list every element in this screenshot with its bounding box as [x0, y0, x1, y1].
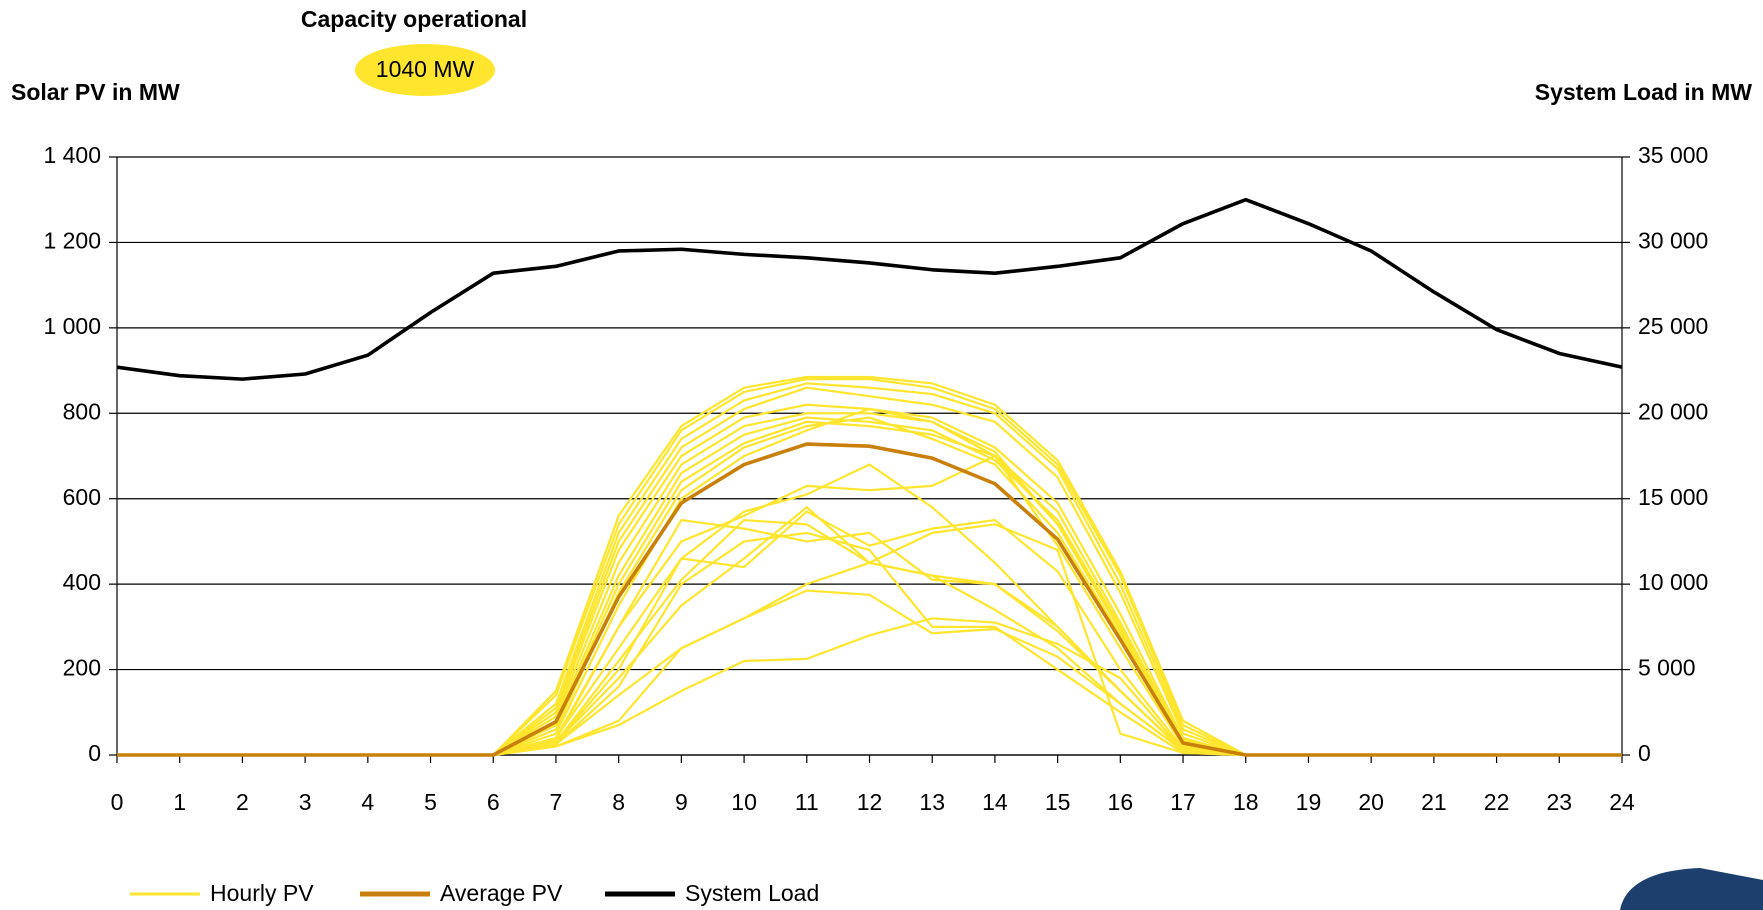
- x-tick-label: 4: [361, 789, 374, 815]
- line: [117, 375, 1622, 757]
- x-tick-label: 10: [731, 789, 757, 815]
- y2-tick-label: 35 000: [1638, 142, 1708, 168]
- x-tick-label: 2: [236, 789, 249, 815]
- line: [117, 454, 1622, 757]
- x-tick-label: 17: [1170, 789, 1196, 815]
- line: [117, 386, 1622, 757]
- line: [117, 403, 1622, 757]
- y-tick-label: 400: [63, 569, 101, 595]
- y2-tick-label: 25 000: [1638, 313, 1708, 339]
- y-tick-label: 1 200: [43, 228, 101, 254]
- line: [117, 589, 1622, 757]
- x-tick-label: 5: [424, 789, 437, 815]
- line: [117, 463, 1622, 757]
- y2-tick-label: 5 000: [1638, 655, 1696, 681]
- y-axis-title: Solar PV in MW: [11, 79, 180, 105]
- y-tick-label: 1 400: [43, 142, 101, 168]
- y-tick-label: 600: [63, 484, 101, 510]
- x-tick-label: 16: [1108, 789, 1134, 815]
- x-tick-label: 20: [1358, 789, 1384, 815]
- legend-label: System Load: [685, 880, 819, 906]
- line: [117, 617, 1622, 757]
- line: [117, 523, 1622, 757]
- line: [117, 510, 1622, 757]
- x-tick-label: 18: [1233, 789, 1259, 815]
- y2-tick-label: 15 000: [1638, 484, 1708, 510]
- x-tick-label: 15: [1045, 789, 1071, 815]
- x-tick-label: 22: [1484, 789, 1510, 815]
- x-tick-label: 7: [550, 789, 563, 815]
- y2-tick-label: 10 000: [1638, 569, 1708, 595]
- x-tick-label: 21: [1421, 789, 1447, 815]
- line: [117, 378, 1622, 757]
- x-tick-label: 11: [795, 789, 819, 815]
- y2-tick-label: 0: [1638, 740, 1651, 766]
- line: [116, 197, 1623, 381]
- line: [117, 416, 1622, 757]
- x-tick-label: 1: [173, 789, 186, 815]
- line: [117, 382, 1622, 757]
- x-tick-label: 19: [1296, 789, 1322, 815]
- line: [117, 506, 1622, 757]
- line: [117, 420, 1622, 757]
- line: [117, 531, 1622, 757]
- line: [117, 442, 1622, 757]
- line: [117, 416, 1622, 757]
- x-tick-label: 8: [612, 789, 625, 815]
- x-tick-label: 13: [919, 789, 945, 815]
- line: [117, 407, 1622, 757]
- y-tick-label: 200: [63, 655, 101, 681]
- x-tick-label: 3: [299, 789, 312, 815]
- line: [117, 518, 1622, 757]
- legend-label: Hourly PV: [210, 880, 314, 906]
- legend-label: Average PV: [440, 880, 563, 906]
- logo: [1620, 868, 1763, 910]
- x-tick-label: 12: [857, 789, 883, 815]
- x-tick-label: 6: [487, 789, 500, 815]
- y2-tick-label: 20 000: [1638, 398, 1708, 424]
- x-tick-label: 23: [1546, 789, 1572, 815]
- annotation: 1040 MW: [376, 56, 475, 82]
- y-tick-label: 0: [88, 740, 101, 766]
- x-tick-label: 9: [675, 789, 688, 815]
- y2-tick-label: 30 000: [1638, 228, 1708, 254]
- y-tick-label: 1 000: [43, 313, 101, 339]
- x-tick-label: 14: [982, 789, 1008, 815]
- line: [117, 518, 1622, 757]
- chart-title: Capacity operational: [301, 6, 527, 32]
- annotation-highlight: [355, 44, 495, 96]
- y-tick-label: 800: [63, 398, 101, 424]
- x-tick-label: 24: [1609, 789, 1635, 815]
- y2-axis-title: System Load in MW: [1535, 79, 1753, 105]
- x-tick-label: 0: [111, 789, 124, 815]
